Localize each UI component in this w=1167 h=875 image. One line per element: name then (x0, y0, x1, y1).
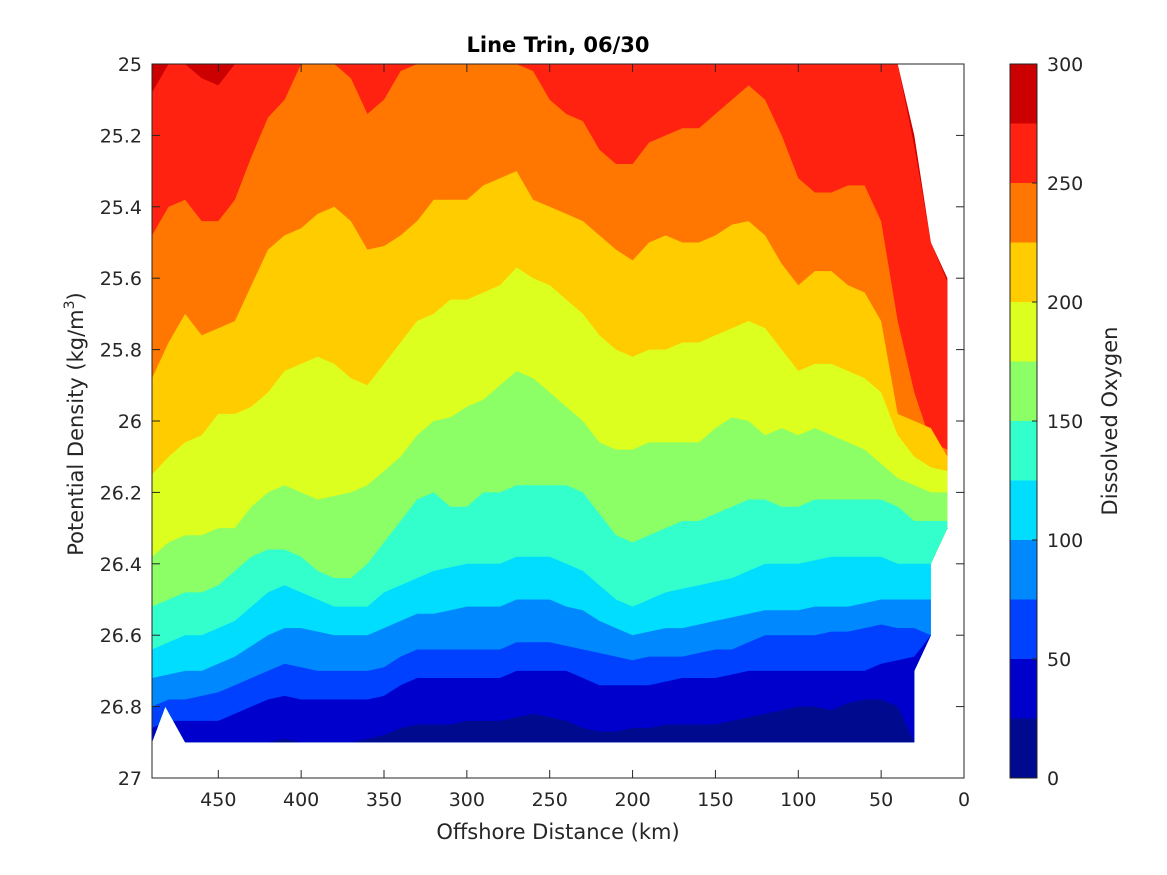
contour-band-0-25 (152, 528, 948, 743)
colorbar-tick-label: 150 (1047, 411, 1083, 433)
x-tick-label: 450 (200, 789, 236, 811)
colorbar-segment-275 (1010, 64, 1037, 124)
colorbar-tick-label: 50 (1047, 649, 1071, 671)
y-tick-label: 25.6 (100, 268, 142, 290)
x-tick-label: 200 (614, 789, 650, 811)
colorbar-tick-label: 200 (1047, 292, 1083, 314)
y-tick-label: 26 (118, 411, 142, 433)
colorbar-tick-label: 100 (1047, 530, 1083, 552)
x-axis-ticks: 450 400 350 300 250 200 150 100 50 0 (200, 64, 970, 811)
colorbar-tick-label: 300 (1047, 54, 1083, 76)
y-axis-ticks: 25 25.2 25.4 25.6 25.8 26 26.2 26.4 26.6 26.8 27 (100, 54, 964, 790)
colorbar-segment-75 (1010, 540, 1037, 600)
x-tick-label: 50 (869, 789, 893, 811)
y-axis-label-end: ) (64, 292, 88, 300)
x-axis-label: Offshore Distance (km) (436, 820, 679, 844)
colorbar-segment-25 (1010, 659, 1037, 719)
y-tick-label: 27 (118, 768, 142, 790)
colorbar-segment-100 (1010, 480, 1037, 540)
x-tick-label: 150 (697, 789, 733, 811)
y-tick-label: 25.2 (100, 125, 142, 147)
x-tick-label: 350 (366, 789, 402, 811)
y-tick-label: 25 (118, 54, 142, 76)
colorbar (1010, 64, 1037, 778)
colorbar-segment-0 (1010, 718, 1037, 778)
y-tick-label: 25.4 (100, 197, 142, 219)
colorbar-tick-label: 250 (1047, 173, 1083, 195)
y-axis-label-main: Potential Density (kg/m (64, 309, 88, 555)
x-tick-label: 250 (532, 789, 568, 811)
colorbar-segment-175 (1010, 302, 1037, 362)
y-tick-label: 26.6 (100, 625, 142, 647)
colorbar-tick-label: 0 (1047, 768, 1059, 790)
y-axis-label-sup: 3 (62, 300, 78, 309)
colorbar-segment-50 (1010, 599, 1037, 659)
y-tick-label: 26.8 (100, 697, 142, 719)
x-tick-label: 400 (283, 789, 319, 811)
y-tick-label: 26.4 (100, 554, 142, 576)
x-tick-label: 0 (958, 789, 970, 811)
colorbar-segment-125 (1010, 421, 1037, 481)
y-tick-label: 25.8 (100, 340, 142, 362)
colorbar-label: Dissolved Oxygen (1098, 327, 1122, 516)
colorbar-ticks: 0 50 100 150 200 250 300 (1032, 54, 1083, 790)
x-tick-label: 300 (449, 789, 485, 811)
y-axis-label: Potential Density (kg/m3) (62, 292, 88, 556)
colorbar-segment-225 (1010, 183, 1037, 243)
colorbar-segment-250 (1010, 123, 1037, 183)
y-tick-label: 26.2 (100, 482, 142, 504)
contour-bands (152, 64, 948, 743)
colorbar-segment-200 (1010, 242, 1037, 302)
colorbar-segment-150 (1010, 361, 1037, 421)
chart-title: Line Trin, 06/30 (466, 33, 649, 57)
x-tick-label: 100 (780, 789, 816, 811)
